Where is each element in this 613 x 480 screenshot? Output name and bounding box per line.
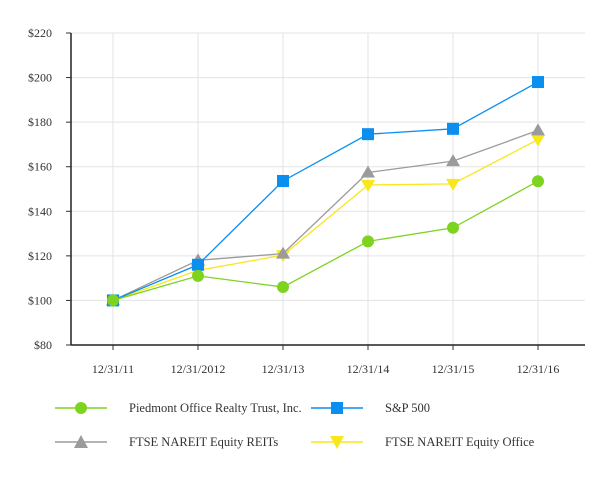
x-tick-label: 12/31/11 — [92, 362, 134, 376]
triangle-down-marker-icon — [311, 436, 363, 449]
y-tick-label: $180 — [28, 115, 52, 129]
y-tick-label: $80 — [34, 338, 52, 352]
circle-marker-icon — [55, 402, 107, 414]
series-3 — [106, 134, 545, 308]
series-lines — [106, 76, 545, 308]
series-2 — [106, 123, 545, 306]
x-tick-label: 12/31/16 — [517, 362, 560, 376]
legend-label: FTSE NAREIT Equity Office — [385, 434, 535, 449]
x-tick-label: 12/31/13 — [262, 362, 305, 376]
legend-label: FTSE NAREIT Equity REITs — [129, 434, 279, 449]
square-marker-icon — [311, 402, 363, 414]
y-tick-label: $140 — [28, 204, 52, 218]
x-tick-label: 12/31/15 — [432, 362, 475, 376]
y-tick-label: $220 — [28, 26, 52, 40]
x-tick-label: 12/31/14 — [347, 362, 390, 376]
series-0 — [107, 175, 544, 307]
triangle-up-marker-icon — [55, 435, 107, 448]
legend-item-office: FTSE NAREIT Equity Office — [311, 432, 534, 452]
y-tick-label: $160 — [28, 160, 52, 174]
legend-item-sp500: S&P 500 — [311, 398, 430, 418]
legend-item-piedmont: Piedmont Office Realty Trust, Inc. — [55, 398, 302, 418]
y-tick-label: $200 — [28, 71, 52, 85]
gridlines — [71, 32, 585, 345]
legend-item-reits: FTSE NAREIT Equity REITs — [55, 432, 278, 452]
x-tick-label: 12/31/2012 — [171, 362, 226, 376]
y-tick-label: $100 — [28, 293, 52, 307]
axes: $80 $100 $120 $140 $160 $180 $200 $220 12/31/11 1… — [28, 26, 585, 376]
y-tick-label: $120 — [28, 249, 52, 263]
legend-label: Piedmont Office Realty Trust, Inc. — [129, 400, 302, 415]
legend-label: S&P 500 — [385, 400, 431, 415]
